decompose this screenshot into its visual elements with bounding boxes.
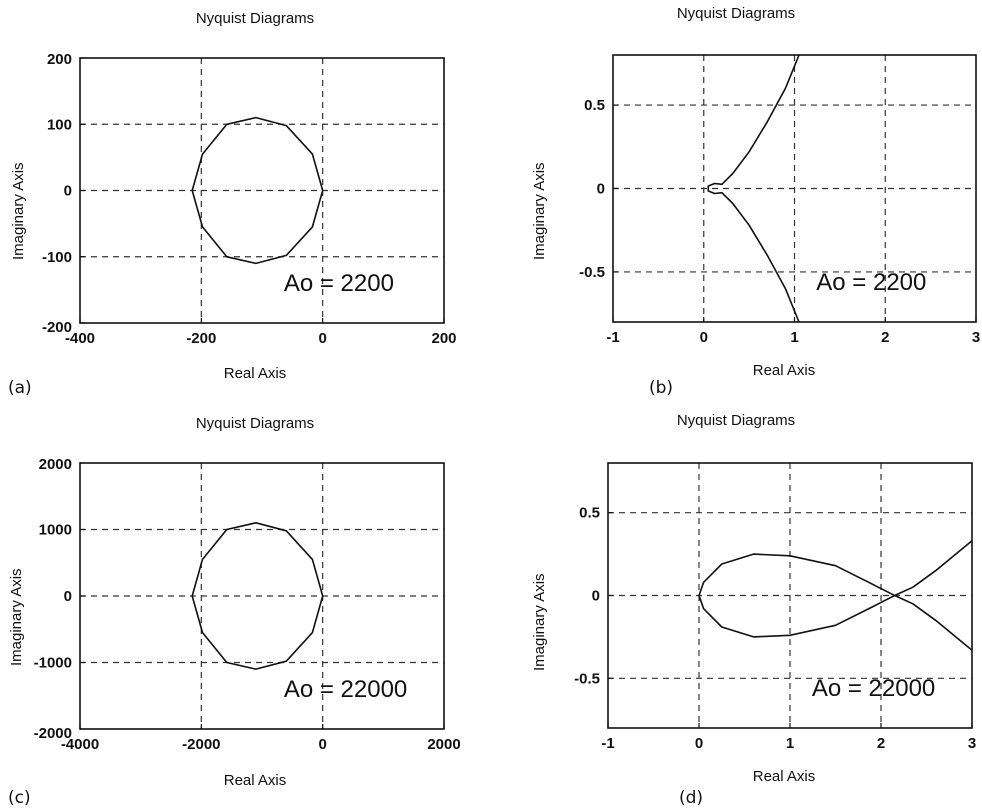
y-tick-label: -0.5 (574, 670, 600, 687)
chart-panel-a: Nyquist Diagrams -400 -200 0 200 -200 -100 0 10… (0, 0, 491, 406)
y-tick-label: -200 (42, 319, 72, 336)
y-tick-label: 0.5 (584, 97, 605, 114)
nyquist-plot-d: -1 0 1 2 3 0.5 0 -0.5 Ao = 22000 (574, 462, 976, 752)
y-tick-label: 200 (47, 51, 72, 68)
chart-title: Nyquist Diagrams (195, 10, 315, 27)
y-tick-label: 0 (597, 181, 605, 198)
x-axis-label: Real Axis (752, 362, 816, 379)
y-tick-label: 0 (592, 588, 600, 605)
chart-panel-b: Nyquist Diagrams -1 0 1 2 3 0.5 0 -0.5 Ao = 2200… (491, 0, 982, 406)
y-tick-label: 0 (64, 588, 72, 605)
nyquist-curve (191, 522, 324, 670)
panel-label: (c) (8, 788, 31, 808)
y-axis-label: Imaginary Axis (531, 573, 548, 671)
gain-annotation: Ao = 22000 (284, 676, 407, 703)
x-tick-label: 0 (700, 329, 708, 346)
x-tick-label: 1 (790, 329, 798, 346)
gain-annotation: Ao = 2200 (816, 269, 926, 296)
y-tick-label: 0 (64, 183, 72, 200)
gain-annotation: Ao = 2200 (284, 270, 394, 297)
x-axis-label: Real Axis (223, 772, 287, 789)
y-tick-label: -2000 (34, 725, 72, 742)
x-axis-label: Real Axis (752, 768, 816, 785)
x-tick-label: 1 (786, 735, 794, 752)
y-axis-label: Imaginary Axis (10, 162, 27, 260)
x-tick-label: -4000 (61, 736, 99, 753)
y-tick-label: 2000 (39, 456, 72, 473)
x-tick-label: 0 (695, 735, 703, 752)
x-tick-label: -400 (65, 330, 95, 347)
x-tick-label: 3 (968, 735, 976, 752)
panel-label: (a) (8, 378, 32, 398)
y-tick-label: -0.5 (579, 264, 605, 281)
x-tick-label: -1 (606, 329, 619, 346)
chart-title: Nyquist Diagrams (195, 415, 315, 432)
x-tick-label: 200 (431, 330, 456, 347)
x-tick-label: -1 (601, 735, 614, 752)
chart-panel-c: Nyquist Diagrams -4000 -2000 0 2000 -2000 -10… (0, 406, 491, 812)
x-tick-label: 3 (972, 329, 980, 346)
x-tick-label: 0 (318, 330, 326, 347)
nyquist-curve (191, 116, 324, 265)
panel-label: (d) (679, 788, 704, 808)
x-tick-label: 2 (881, 329, 889, 346)
nyquist-plot-b: -1 0 1 2 3 0.5 0 -0.5 Ao = 2200 (579, 54, 980, 346)
y-axis-label: Imaginary Axis (8, 568, 25, 666)
y-tick-label: -1000 (34, 655, 72, 672)
nyquist-curve (698, 540, 973, 651)
gain-annotation: Ao = 22000 (812, 675, 935, 702)
y-axis-label: Imaginary Axis (531, 162, 548, 260)
y-tick-label: -100 (42, 249, 72, 266)
x-tick-label: 0 (318, 736, 326, 753)
y-tick-label: 0.5 (579, 505, 600, 522)
y-tick-label: 1000 (39, 522, 72, 539)
x-tick-label: 2000 (427, 736, 460, 753)
chart-panel-d: Nyquist Diagrams -1 0 1 2 3 0.5 0 -0.5 Ao = 2200… (491, 406, 982, 812)
x-tick-label: -200 (186, 330, 216, 347)
nyquist-curve (707, 54, 800, 323)
x-axis-label: Real Axis (223, 365, 287, 382)
y-tick-label: 100 (47, 116, 72, 133)
x-tick-label: -2000 (182, 736, 220, 753)
chart-title: Nyquist Diagrams (676, 5, 796, 22)
x-tick-label: 2 (877, 735, 885, 752)
chart-title: Nyquist Diagrams (676, 412, 796, 429)
panel-label: (b) (649, 378, 674, 398)
